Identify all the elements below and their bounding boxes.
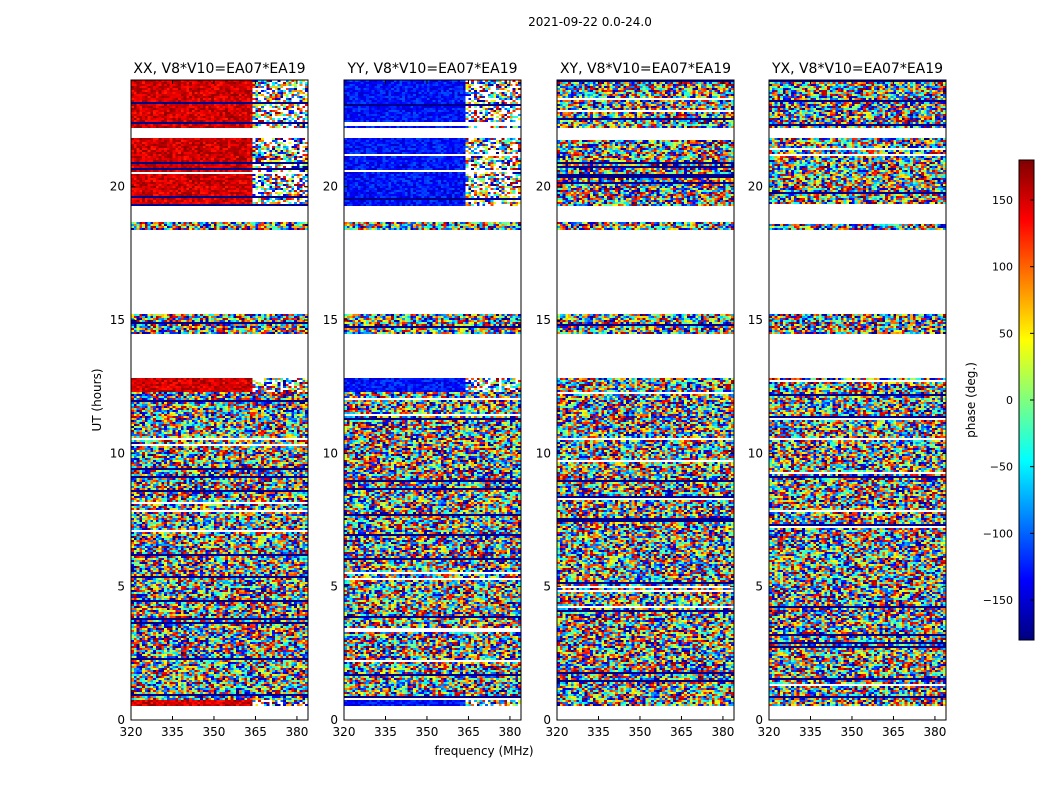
panel-title: XX, V8*V10=EA07*EA19 [133,61,305,77]
colorbar-label: phase (deg.) [964,362,978,438]
y-axis-label: UT (hours) [90,368,104,431]
x-tick-label: 320 [333,725,356,739]
y-tick-label: 5 [117,580,125,594]
x-tick-label: 320 [120,725,143,739]
heatmap-image [557,80,734,720]
y-tick-label: 0 [755,713,763,727]
y-tick-label: 15 [110,313,125,327]
colorbar-tick-label: −150 [983,594,1013,607]
x-axis-label: frequency (MHz) [434,744,533,758]
x-tick-label: 365 [244,725,267,739]
y-tick-label: 5 [755,580,763,594]
x-tick-label: 380 [711,725,734,739]
y-tick-label: 10 [323,446,338,460]
colorbar-tick-label: −50 [990,461,1013,474]
colorbar-tick-label: −100 [983,527,1013,540]
colorbar-tick-label: 100 [992,261,1013,274]
x-tick-label: 335 [161,725,184,739]
x-tick-label: 335 [799,725,822,739]
panel-frame [768,79,947,721]
x-tick-label: 320 [758,725,781,739]
panel-frame [343,79,522,721]
x-tick-label: 350 [416,725,439,739]
panel-frame [556,79,735,721]
colorbar: 150 100 50 0 −50 −100 −150 [983,159,1035,641]
x-tick-label: 380 [923,725,946,739]
x-tick-label: 335 [374,725,397,739]
y-tick-label: 20 [110,180,125,194]
heatmap-image [344,80,521,720]
panel-title: XY, V8*V10=EA07*EA19 [560,61,731,77]
y-tick-label: 20 [748,180,763,194]
y-tick-label: 15 [536,313,551,327]
y-tick-label: 10 [748,446,763,460]
x-tick-label: 365 [457,725,480,739]
y-tick-label: 0 [330,713,338,727]
y-tick-label: 0 [543,713,551,727]
y-tick-label: 10 [110,446,125,460]
panel-xy: XY, V8*V10=EA07*EA19 320 335 350 365 380 0 5 10 1… [536,61,735,739]
colorbar-tick-label: 0 [1006,394,1013,407]
x-tick-label: 365 [670,725,693,739]
y-tick-label: 15 [323,313,338,327]
x-tick-label: 320 [546,725,569,739]
panel-yy: YY, V8*V10=EA07*EA19 320 335 350 365 380 0 5 10 1… [323,61,522,739]
heatmap-image [131,80,308,720]
y-tick-label: 5 [330,580,338,594]
panel-yx: YX, V8*V10=EA07*EA19 320 335 350 365 380 0 5 10 1… [748,61,947,739]
colorbar-tick-label: 50 [999,327,1013,340]
y-tick-label: 0 [117,713,125,727]
heatmap-image [769,80,946,720]
x-tick-label: 380 [285,725,308,739]
panels-group: XX, V8*V10=EA07*EA19 320 335 350 365 380 0 5 10 1… [110,61,947,739]
panel-title: YY, V8*V10=EA07*EA19 [346,61,517,77]
x-tick-label: 350 [841,725,864,739]
y-tick-label: 10 [536,446,551,460]
y-tick-label: 15 [748,313,763,327]
y-tick-label: 5 [543,580,551,594]
x-tick-label: 350 [629,725,652,739]
x-tick-label: 350 [203,725,226,739]
x-tick-label: 380 [498,725,521,739]
x-tick-label: 335 [587,725,610,739]
panel-title: YX, V8*V10=EA07*EA19 [771,61,943,77]
panel-frame [130,79,309,721]
panel-xx: XX, V8*V10=EA07*EA19 320 335 350 365 380 0 5 10 1… [110,61,309,739]
colorbar-tick-label: 150 [992,194,1013,207]
y-tick-label: 20 [536,180,551,194]
figure-suptitle: 2021-09-22 0.0-24.0 [528,15,652,29]
x-tick-label: 365 [882,725,905,739]
y-tick-label: 20 [323,180,338,194]
